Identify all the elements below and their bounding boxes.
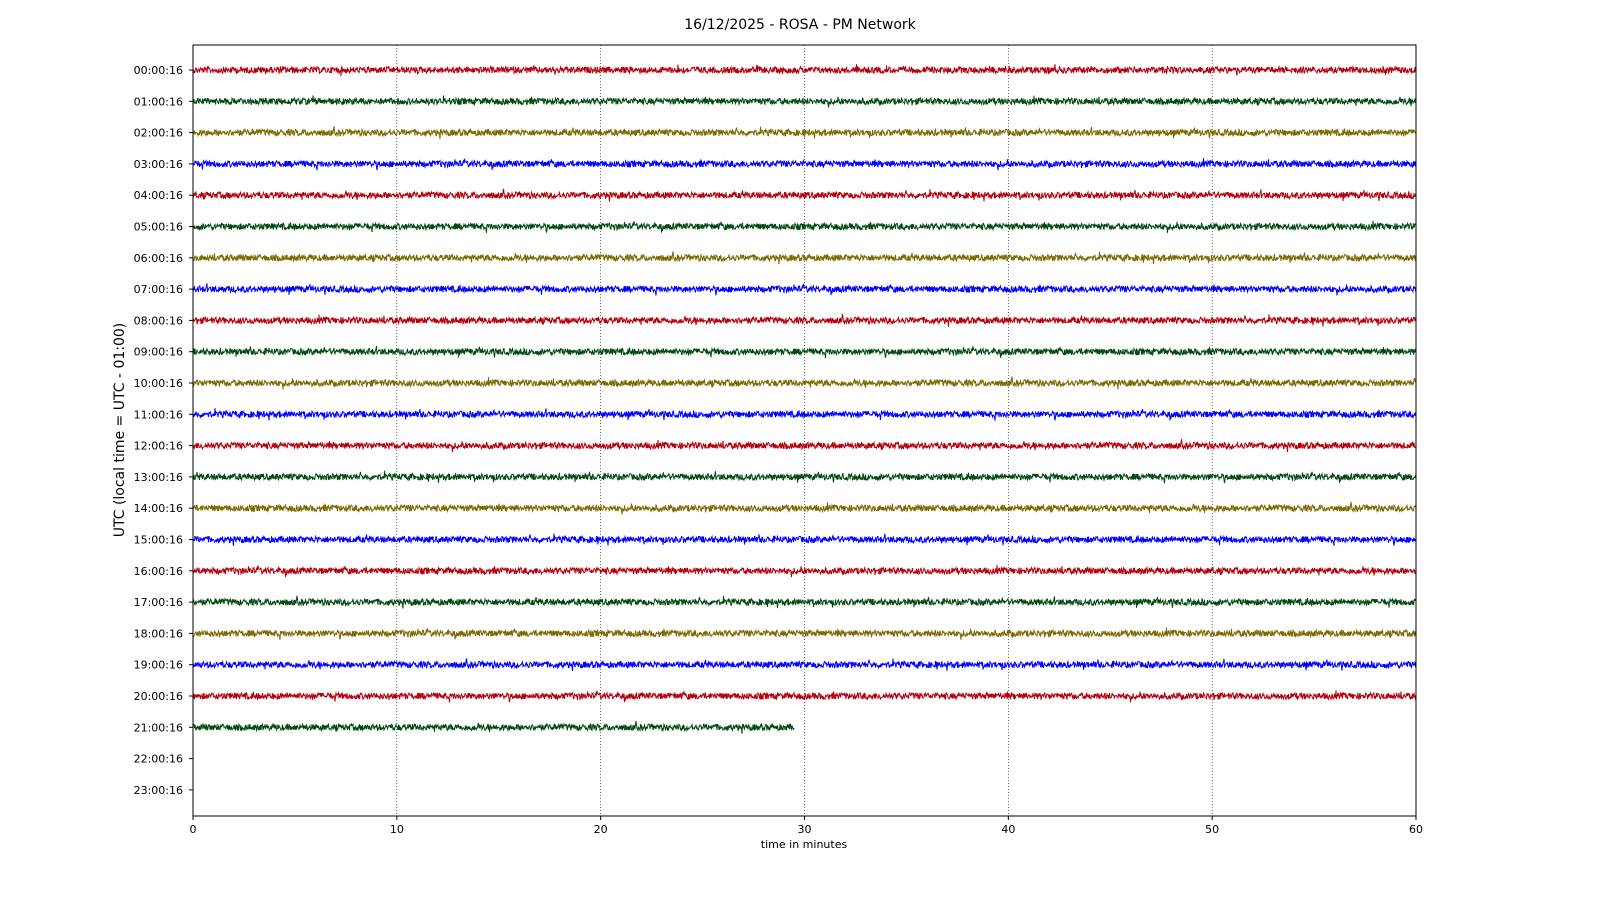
trace-line	[192, 720, 795, 734]
x-tick-label: 10	[390, 823, 404, 836]
grid-lines	[396, 45, 1213, 816]
x-tick-label: 60	[1409, 823, 1423, 836]
trace-line	[192, 658, 1417, 672]
x-axis-label: time in minutes	[761, 838, 848, 851]
trace-line	[192, 188, 1417, 202]
trace-line	[192, 408, 1417, 421]
trace-group	[192, 64, 1417, 734]
trace-line	[192, 376, 1417, 390]
y-tick-label: 23:00:16	[134, 784, 183, 797]
y-tick-label: 03:00:16	[134, 158, 183, 171]
x-tick-label: 30	[798, 823, 812, 836]
x-tick-labels: 0 10 20 30 40 50 60	[190, 816, 1423, 836]
trace-line	[192, 95, 1417, 108]
trace-line	[192, 158, 1417, 171]
y-tick-label: 15:00:16	[134, 534, 183, 547]
x-tick-label: 20	[594, 823, 608, 836]
trace-line	[192, 690, 1417, 703]
trace-line	[192, 283, 1417, 296]
trace-line	[192, 345, 1417, 359]
y-tick-label: 07:00:16	[134, 283, 183, 296]
x-tick-label: 0	[190, 823, 197, 836]
y-tick-label: 00:00:16	[134, 64, 183, 77]
trace-line	[193, 595, 1417, 609]
y-tick-label: 09:00:16	[134, 346, 183, 359]
trace-line	[192, 126, 1417, 140]
y-tick-label: 19:00:16	[134, 659, 183, 672]
x-tick-label: 40	[1001, 823, 1015, 836]
trace-line	[192, 220, 1417, 233]
y-tick-label: 10:00:16	[134, 377, 183, 390]
y-tick-label: 13:00:16	[134, 471, 183, 484]
y-tick-labels: 00:00:16 01:00:16 02:00:16 03:00:16 04:00:16…	[134, 64, 193, 797]
trace-line	[192, 64, 1417, 77]
x-tick-label: 50	[1205, 823, 1219, 836]
y-tick-label: 06:00:16	[134, 252, 183, 265]
trace-line	[192, 251, 1417, 265]
trace-line	[192, 565, 1417, 578]
trace-line	[192, 533, 1417, 546]
y-tick-label: 02:00:16	[134, 127, 183, 140]
y-tick-label: 08:00:16	[134, 314, 183, 327]
y-tick-label: 20:00:16	[134, 690, 183, 703]
y-tick-label: 05:00:16	[134, 221, 183, 234]
y-tick-label: 18:00:16	[134, 627, 183, 640]
y-tick-label: 17:00:16	[134, 596, 183, 609]
y-tick-label: 14:00:16	[134, 502, 183, 515]
chart-title: 16/12/2025 - ROSA - PM Network	[684, 17, 916, 33]
y-tick-label: 21:00:16	[134, 721, 183, 734]
trace-line	[192, 470, 1417, 484]
y-tick-label: 22:00:16	[134, 753, 183, 766]
y-axis-label: UTC (local time = UTC - 01:00)	[112, 323, 128, 538]
y-tick-label: 11:00:16	[134, 408, 183, 421]
trace-line	[192, 627, 1417, 640]
y-tick-label: 01:00:16	[134, 95, 183, 108]
y-tick-label: 16:00:16	[134, 565, 183, 578]
trace-line	[192, 439, 1417, 453]
y-tick-label: 12:00:16	[134, 440, 183, 453]
trace-line	[192, 501, 1417, 515]
trace-line	[192, 313, 1417, 327]
y-tick-label: 04:00:16	[134, 189, 183, 202]
